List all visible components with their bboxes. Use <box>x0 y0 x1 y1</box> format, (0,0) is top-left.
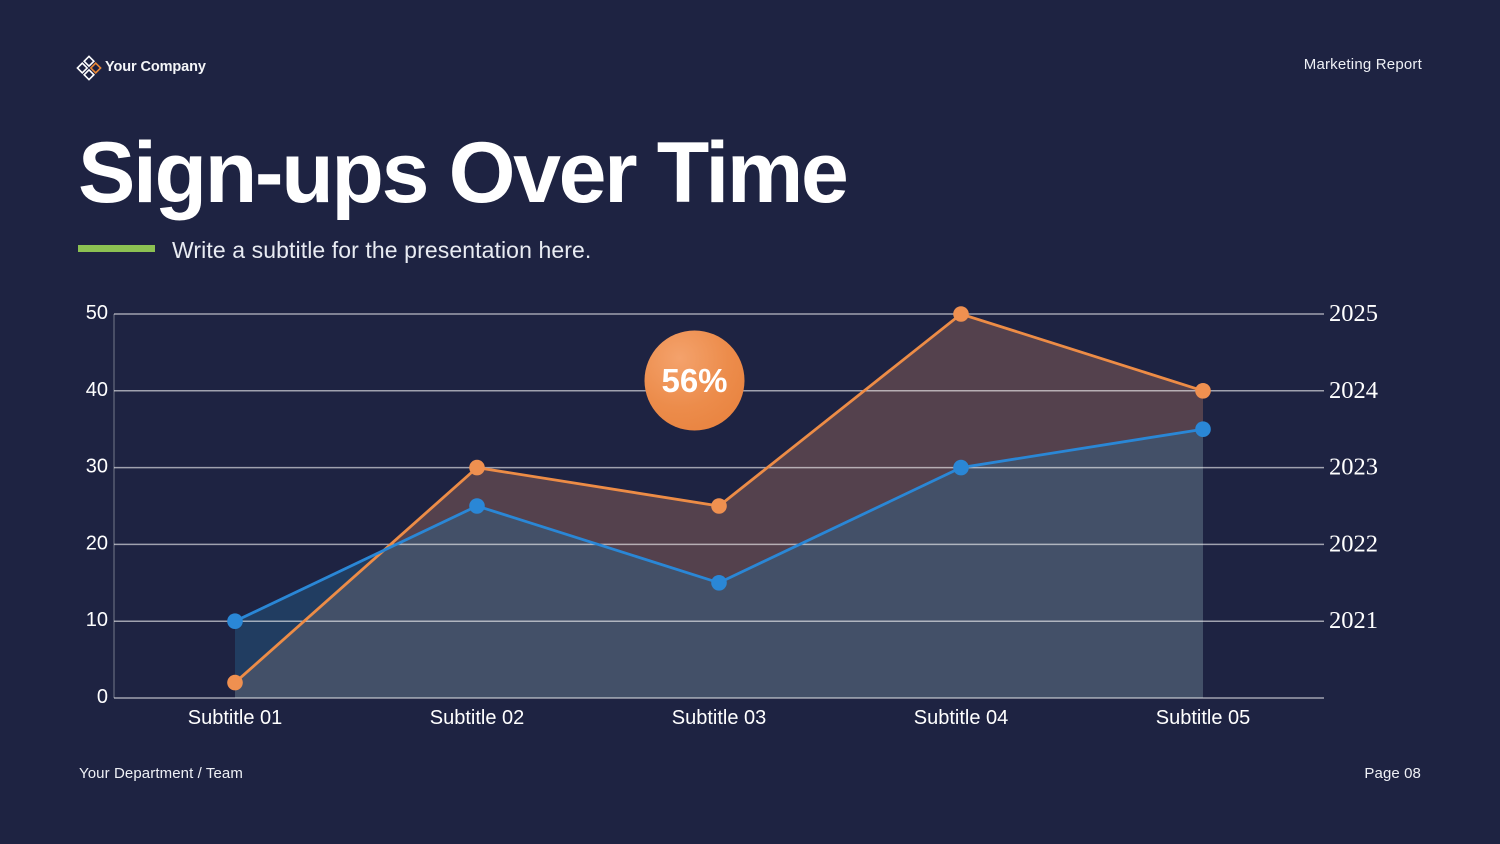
svg-text:2025: 2025 <box>1329 300 1378 327</box>
svg-text:50: 50 <box>86 302 108 324</box>
svg-text:2022: 2022 <box>1329 530 1378 557</box>
svg-text:10: 10 <box>86 609 108 631</box>
svg-text:40: 40 <box>86 379 108 401</box>
svg-text:Subtitle 03: Subtitle 03 <box>672 707 767 729</box>
svg-text:30: 30 <box>86 456 108 478</box>
svg-text:Subtitle 01: Subtitle 01 <box>188 707 283 729</box>
svg-text:2021: 2021 <box>1329 607 1378 634</box>
svg-text:Subtitle 02: Subtitle 02 <box>430 707 525 729</box>
svg-text:2024: 2024 <box>1329 377 1378 404</box>
svg-text:2023: 2023 <box>1329 454 1378 481</box>
svg-text:0: 0 <box>97 686 108 708</box>
svg-text:Subtitle 04: Subtitle 04 <box>914 707 1009 729</box>
svg-text:20: 20 <box>86 532 108 554</box>
svg-text:56%: 56% <box>661 362 727 399</box>
svg-text:Subtitle 05: Subtitle 05 <box>1156 707 1251 729</box>
